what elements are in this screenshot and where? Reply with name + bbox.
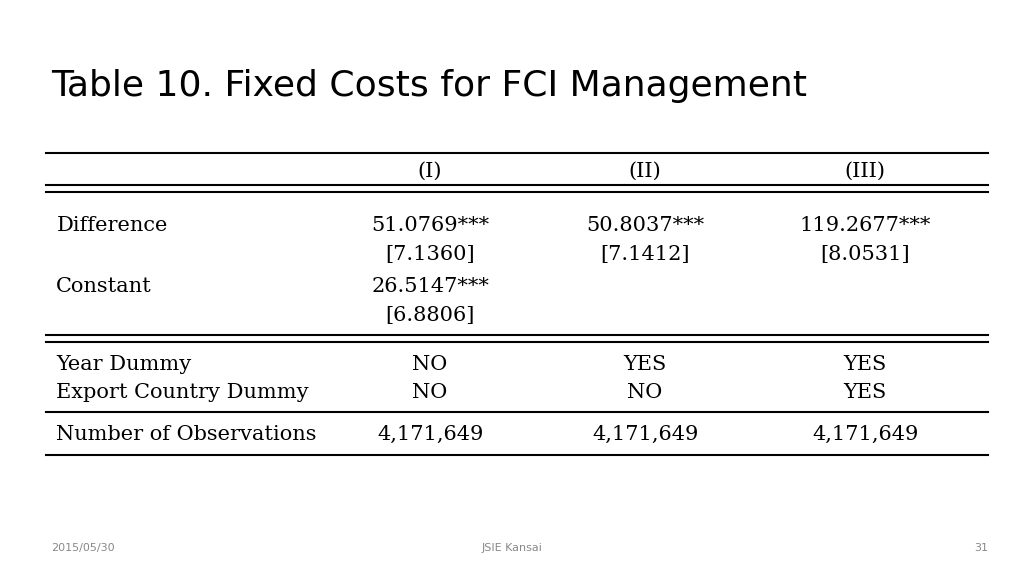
Text: YES: YES (844, 384, 887, 402)
Text: (I): (I) (418, 161, 442, 180)
Text: NO: NO (413, 355, 447, 373)
Text: YES: YES (844, 355, 887, 373)
Text: Constant: Constant (56, 277, 153, 295)
Text: 4,171,649: 4,171,649 (377, 426, 483, 444)
Text: NO: NO (628, 384, 663, 402)
Text: Table 10. Fixed Costs for FCI Management: Table 10. Fixed Costs for FCI Management (51, 69, 807, 103)
Text: [7.1360]: [7.1360] (385, 245, 475, 264)
Text: 51.0769***: 51.0769*** (371, 217, 489, 235)
Text: 2015/05/30: 2015/05/30 (51, 543, 115, 553)
Text: YES: YES (624, 355, 667, 373)
Text: [7.1412]: [7.1412] (600, 245, 690, 264)
Text: Difference: Difference (56, 217, 168, 235)
Text: [8.0531]: [8.0531] (820, 245, 910, 264)
Text: (III): (III) (845, 161, 886, 180)
Text: Year Dummy: Year Dummy (56, 355, 191, 373)
Text: 119.2677***: 119.2677*** (800, 217, 931, 235)
Text: 4,171,649: 4,171,649 (812, 426, 919, 444)
Text: 4,171,649: 4,171,649 (592, 426, 698, 444)
Text: Number of Observations: Number of Observations (56, 426, 316, 444)
Text: JSIE Kansai: JSIE Kansai (481, 543, 543, 553)
Text: 50.8037***: 50.8037*** (586, 217, 705, 235)
Text: NO: NO (413, 384, 447, 402)
Text: (II): (II) (629, 161, 662, 180)
Text: 31: 31 (974, 543, 988, 553)
Text: Export Country Dummy: Export Country Dummy (56, 384, 309, 402)
Text: [6.8806]: [6.8806] (385, 306, 475, 324)
Text: 26.5147***: 26.5147*** (371, 277, 489, 295)
